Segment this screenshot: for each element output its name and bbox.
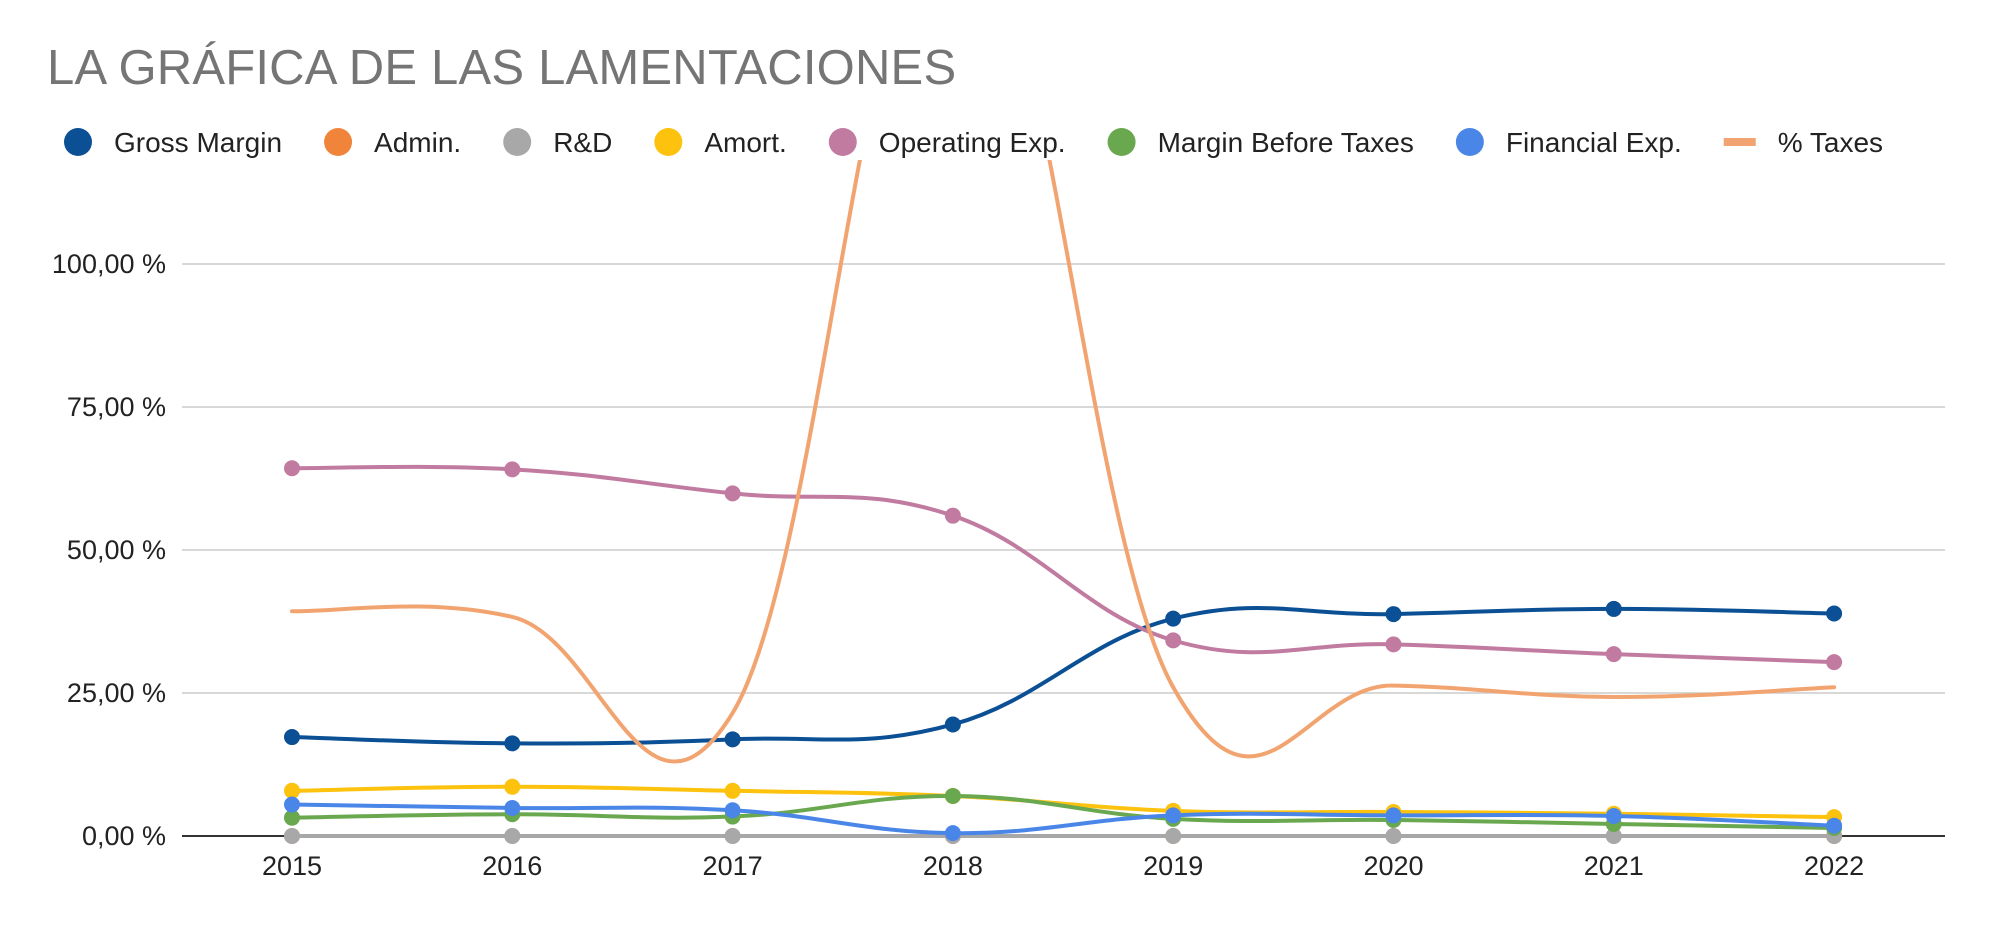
data-point-gross-margin [504,735,521,752]
data-point-operating-exp [724,485,741,502]
data-point-gross-margin [1165,610,1182,627]
data-point-r-d [1385,828,1402,844]
data-point-gross-margin [944,716,961,733]
x-axis: 2015 2016 2017 2018 2019 2020 2021 2022 [262,851,1864,881]
data-point-financial-exp [1165,807,1182,824]
data-point-margin-before-taxes [944,787,961,804]
data-point-r-d [724,828,741,844]
x-tick-label: 2020 [1363,851,1423,881]
data-point-financial-exp [1605,807,1622,824]
legend-label: Margin Before Taxes [1158,127,1414,158]
x-tick-label: 2017 [703,851,763,881]
series-points [284,460,1843,844]
legend-item-taxes[interactable]: % Taxes [1723,127,1883,158]
legend-label: Admin. [374,127,461,158]
data-point-amort [284,782,300,799]
legend-marker [324,128,353,156]
data-point-financial-exp [1826,817,1843,834]
legend-marker [64,128,92,156]
data-point-gross-margin [1826,605,1843,622]
legend-label: % Taxes [1778,127,1883,158]
legend-label: Gross Margin [114,127,282,158]
series-line-amort [290,784,1837,820]
data-point-financial-exp [724,802,741,819]
legend-item-operating-exp[interactable]: Operating Exp. [828,127,1066,158]
legend-marker [828,128,857,156]
data-point-financial-exp [284,796,300,813]
gridlines [182,263,1945,837]
y-tick-label: 100,00 % [52,249,166,279]
y-axis: 0,00 % 25,00 % 50,00 % 75,00 % 100,00 % [52,249,166,851]
series-line-operating-exp [290,464,1837,665]
legend-label: Operating Exp. [879,127,1066,158]
data-point-gross-margin [724,731,741,748]
data-point-amort [504,778,521,795]
data-point-r-d [284,828,300,844]
legend-label: Financial Exp. [1506,127,1682,158]
legend-label: Amort. [704,127,786,158]
data-point-operating-exp [1385,636,1402,653]
data-point-operating-exp [1605,646,1622,663]
data-point-financial-exp [504,799,521,816]
legend-label: R&D [553,127,612,158]
legend-item-financial-exp[interactable]: Financial Exp. [1455,127,1682,158]
series-line-margin-before-taxes [290,793,1837,830]
x-tick-label: 2015 [262,851,322,881]
chart-title: LA GRÁFICA DE LAS LAMENTACIONES [47,41,957,95]
legend-marker [1455,128,1484,156]
data-point-operating-exp [1826,654,1843,671]
legend-marker [1723,138,1756,146]
legend-marker [1107,128,1136,156]
data-point-financial-exp [1385,807,1402,824]
x-tick-label: 2016 [482,851,542,881]
series-line-gross-margin [290,606,1837,746]
data-point-amort [724,782,741,799]
legend-item-margin-before-taxes[interactable]: Margin Before Taxes [1107,127,1414,158]
legend: Gross Margin Admin. R&D Amort. Operating Exp… [64,127,1883,158]
data-point-gross-margin [1605,600,1622,617]
legend-item-admin[interactable]: Admin. [324,127,461,158]
data-point-financial-exp [944,825,961,842]
data-point-operating-exp [944,507,961,524]
data-point-gross-margin [1385,606,1402,623]
y-tick-label: 75,00 % [67,392,166,422]
y-tick-label: 50,00 % [67,535,166,565]
legend-item-r-d[interactable]: R&D [503,127,612,158]
legend-item-gross-margin[interactable]: Gross Margin [64,127,282,158]
data-point-r-d [504,828,521,844]
x-tick-label: 2022 [1804,851,1864,881]
x-tick-label: 2018 [923,851,983,881]
data-point-margin-before-taxes [284,809,300,826]
data-point-gross-margin [284,729,300,746]
legend-marker [503,128,532,156]
legend-item-amort[interactable]: Amort. [654,127,787,158]
data-point-r-d [1165,828,1182,844]
data-point-operating-exp [284,460,300,477]
y-tick-label: 0,00 % [82,821,166,851]
data-point-r-d [1605,828,1622,844]
x-tick-label: 2021 [1584,851,1644,881]
y-tick-label: 25,00 % [67,678,166,708]
series-lines [290,160,1837,839]
data-point-operating-exp [1165,632,1182,649]
x-tick-label: 2019 [1143,851,1203,881]
series-line-financial-exp [290,802,1837,836]
legend-marker [654,128,683,156]
series-line-taxes [290,160,1837,764]
data-point-operating-exp [504,461,521,478]
